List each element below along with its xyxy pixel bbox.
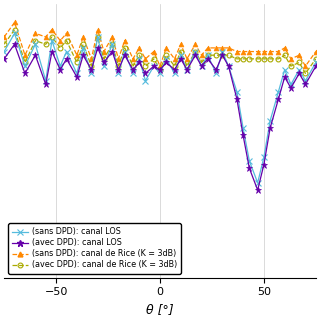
Legend: (sans DPD): canal LOS, (avec DPD): canal LOS, (sans DPD): canal de Rice (K = 3dB: (sans DPD): canal LOS, (avec DPD): canal… (8, 223, 181, 274)
X-axis label: θ [°]: θ [°] (146, 303, 174, 316)
